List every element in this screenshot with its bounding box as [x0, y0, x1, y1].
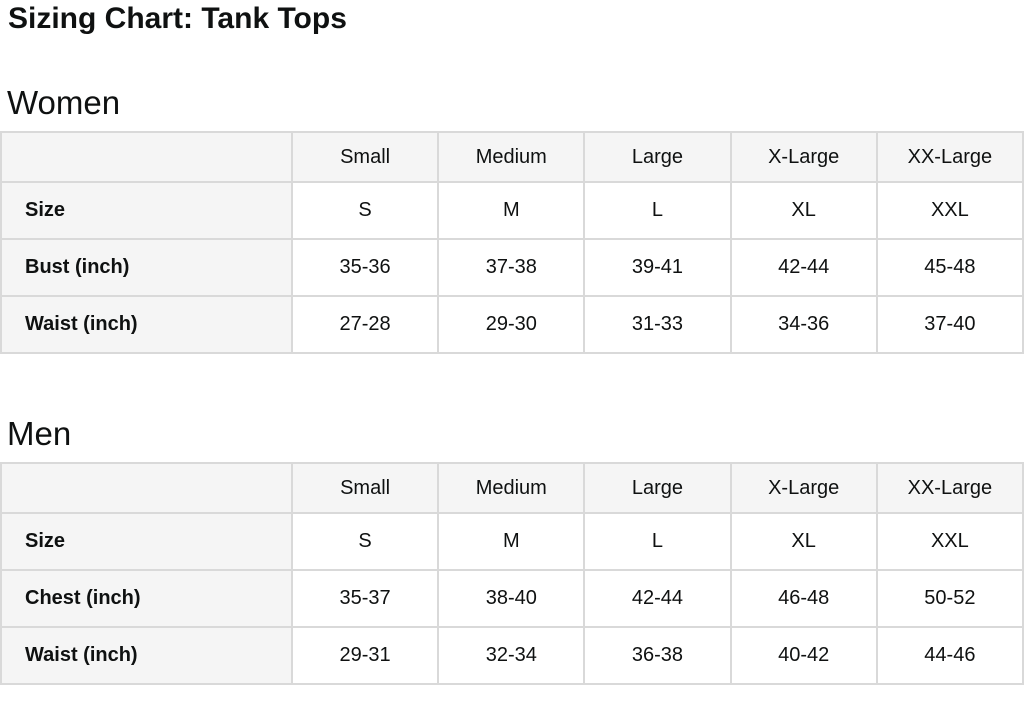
men-chest-cell: 38-40 — [437, 569, 586, 628]
section-heading-men: Men — [7, 415, 72, 452]
women-row-label-bust: Bust (inch) — [0, 238, 293, 297]
page-title: Sizing Chart: Tank Tops — [8, 2, 347, 35]
men-chest-cell: 46-48 — [729, 569, 878, 628]
women-size-cell: XXL — [875, 181, 1024, 240]
women-corner-cell — [0, 131, 293, 183]
men-row-label-size: Size — [0, 512, 293, 571]
women-header-row: Small Medium Large X-Large XX-Large — [0, 131, 1024, 183]
men-size-table: Small Medium Large X-Large XX-Large Size… — [0, 462, 1024, 685]
men-col-header-xx-large: XX-Large — [875, 462, 1024, 514]
sizing-chart-page: Sizing Chart: Tank Tops Women Small Medi… — [0, 2, 1024, 685]
men-waist-cell: 36-38 — [583, 626, 732, 685]
women-size-cell: M — [437, 181, 586, 240]
women-bust-cell: 37-38 — [437, 238, 586, 297]
men-waist-cell: 40-42 — [729, 626, 878, 685]
men-row-label-waist: Waist (inch) — [0, 626, 293, 685]
women-col-header-large: Large — [583, 131, 732, 183]
women-bust-cell: 39-41 — [583, 238, 732, 297]
women-bust-cell: 42-44 — [729, 238, 878, 297]
men-size-cell: S — [290, 512, 440, 571]
men-waist-cell: 29-31 — [290, 626, 440, 685]
women-size-cell: XL — [729, 181, 878, 240]
men-col-header-large: Large — [583, 462, 732, 514]
women-waist-cell: 31-33 — [583, 295, 732, 354]
women-col-header-x-large: X-Large — [729, 131, 878, 183]
women-col-header-xx-large: XX-Large — [875, 131, 1024, 183]
men-col-header-x-large: X-Large — [729, 462, 878, 514]
men-size-cell: L — [583, 512, 732, 571]
men-col-header-medium: Medium — [437, 462, 586, 514]
men-corner-cell — [0, 462, 293, 514]
men-size-cell: M — [437, 512, 586, 571]
men-header-row: Small Medium Large X-Large XX-Large — [0, 462, 1024, 514]
women-waist-cell: 29-30 — [437, 295, 586, 354]
section-heading-women: Women — [7, 84, 121, 121]
women-size-table: Small Medium Large X-Large XX-Large Size… — [0, 131, 1024, 354]
men-row-label-chest: Chest (inch) — [0, 569, 293, 628]
women-size-cell: S — [290, 181, 440, 240]
women-size-row: Size S M L XL XXL — [0, 181, 1024, 240]
men-waist-cell: 32-34 — [437, 626, 586, 685]
women-waist-row: Waist (inch) 27-28 29-30 31-33 34-36 37-… — [0, 295, 1024, 354]
women-bust-cell: 35-36 — [290, 238, 440, 297]
women-waist-cell: 37-40 — [875, 295, 1024, 354]
men-chest-cell: 50-52 — [875, 569, 1024, 628]
women-col-header-medium: Medium — [437, 131, 586, 183]
men-size-cell: XL — [729, 512, 878, 571]
men-waist-cell: 44-46 — [875, 626, 1024, 685]
men-chest-cell: 42-44 — [583, 569, 732, 628]
women-row-label-size: Size — [0, 181, 293, 240]
women-bust-cell: 45-48 — [875, 238, 1024, 297]
men-chest-cell: 35-37 — [290, 569, 440, 628]
men-size-cell: XXL — [875, 512, 1024, 571]
women-bust-row: Bust (inch) 35-36 37-38 39-41 42-44 45-4… — [0, 238, 1024, 297]
women-waist-cell: 34-36 — [729, 295, 878, 354]
women-size-cell: L — [583, 181, 732, 240]
women-col-header-small: Small — [290, 131, 440, 183]
women-waist-cell: 27-28 — [290, 295, 440, 354]
women-row-label-waist: Waist (inch) — [0, 295, 293, 354]
men-chest-row: Chest (inch) 35-37 38-40 42-44 46-48 50-… — [0, 569, 1024, 628]
men-size-row: Size S M L XL XXL — [0, 512, 1024, 571]
men-waist-row: Waist (inch) 29-31 32-34 36-38 40-42 44-… — [0, 626, 1024, 685]
men-col-header-small: Small — [290, 462, 440, 514]
